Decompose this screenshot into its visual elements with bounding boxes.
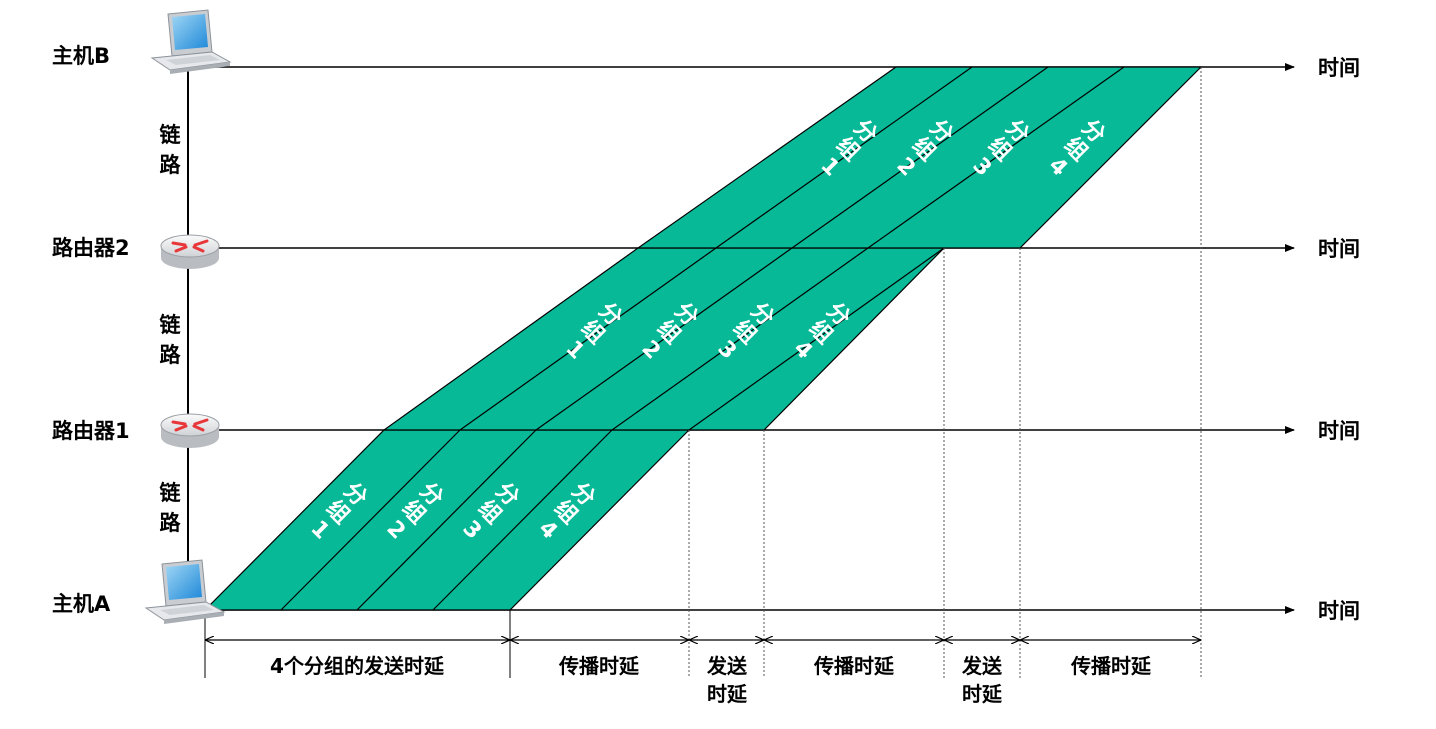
laptop-icon [145, 559, 225, 625]
time-guides-solid [204, 610, 511, 678]
host-b-time-label: 时间 [1318, 56, 1360, 80]
packet-bands [203, 66, 1203, 611]
middle-link-label-char-2: 路 [160, 343, 182, 367]
axis-labels: 时间 时间 时间 时间 [1318, 56, 1360, 623]
middle-link-label-char-1: 链 [160, 313, 182, 337]
link-labels: 链 路 链 路 链 路 [156, 118, 186, 542]
node-labels: 主机B 路由器2 路由器1 主机A [52, 44, 130, 616]
router-2-time-label: 时间 [1318, 237, 1360, 261]
delay-labels: 4个分组的发送时延 传播时延 发送 时延 传播时延 发送 时延 传播时延 [270, 654, 1152, 706]
propagation-1-label: 传播时延 [558, 654, 640, 678]
laptop-icon [151, 9, 231, 75]
router-2-label: 路由器2 [52, 236, 130, 260]
host-a-time-label: 时间 [1318, 599, 1360, 623]
send-2-label-line-1: 发送 [961, 654, 1003, 678]
router-1-label: 路由器1 [52, 419, 130, 443]
host-b-label: 主机B [52, 44, 110, 68]
send-1-label-line-1: 发送 [706, 654, 748, 678]
propagation-2-label: 传播时延 [813, 654, 895, 678]
send-1-label-line-2: 时延 [707, 682, 748, 706]
upper-link-label-char-2: 路 [160, 153, 182, 177]
send-2-label-line-2: 时延 [962, 682, 1003, 706]
lower-link-label-char-1: 链 [160, 481, 182, 505]
router-icon [159, 233, 221, 271]
host-a-label: 主机A [52, 592, 111, 616]
router-icon [159, 412, 221, 450]
router-1-time-label: 时间 [1318, 419, 1360, 443]
propagation-3-label: 传播时延 [1070, 654, 1152, 678]
packet-dividers [280, 66, 1125, 611]
send-4-packets-label: 4个分组的发送时延 [270, 654, 445, 678]
lower-link-label-char-2: 路 [160, 511, 182, 535]
time-guides [688, 67, 1202, 678]
upper-link-label-char-1: 链 [160, 123, 182, 147]
